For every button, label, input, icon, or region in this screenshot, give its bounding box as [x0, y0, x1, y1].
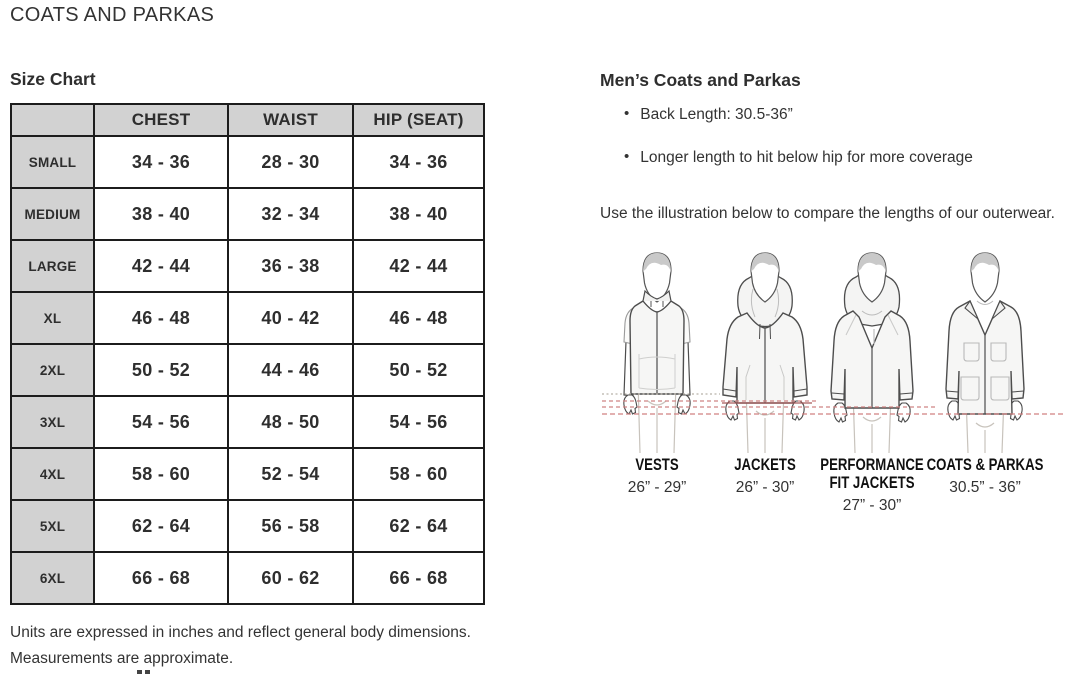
- garment-length-range: 27” - 30”: [842, 497, 902, 514]
- header-cell-hip: HIP (SEAT): [352, 103, 485, 137]
- table-row: 2XL 50 - 52 44 - 46 50 - 52: [10, 343, 485, 397]
- size-cell: 2XL: [10, 343, 95, 397]
- garment-coats-parkas: COATS & PARKAS 30.5” - 36”: [905, 456, 1065, 497]
- size-cell: LARGE: [10, 239, 95, 293]
- chest-cell: 58 - 60: [93, 447, 229, 501]
- garment-label: PERFORMANCE FIT JACKETS: [820, 456, 924, 492]
- waist-cell: 56 - 58: [227, 499, 354, 553]
- table-row: 4XL 58 - 60 52 - 54 58 - 60: [10, 447, 485, 501]
- chest-cell: 62 - 64: [93, 499, 229, 553]
- illustration-caption: Use the illustration below to compare th…: [600, 205, 1055, 222]
- size-cell: 4XL: [10, 447, 95, 501]
- chest-cell: 54 - 56: [93, 395, 229, 449]
- garment-jackets: JACKETS 26” - 30”: [705, 456, 825, 497]
- vest-figure: [623, 252, 691, 454]
- page-title: COATS AND PARKAS: [10, 4, 215, 26]
- table-notes: Units are expressed in inches and reflec…: [10, 620, 471, 672]
- size-chart-heading: Size Chart: [10, 69, 96, 89]
- waist-cell: 40 - 42: [227, 291, 354, 345]
- hip-cell: 50 - 52: [352, 343, 485, 397]
- chest-cell: 42 - 44: [93, 239, 229, 293]
- hip-cell: 66 - 68: [352, 551, 485, 605]
- approximate-note: Measurements are approximate.: [10, 650, 234, 667]
- coat-parka-figure: [945, 252, 1025, 454]
- performance-fit-jacket-figure: [830, 252, 914, 454]
- header-cell-empty: [10, 103, 95, 137]
- chest-cell: 50 - 52: [93, 343, 229, 397]
- hip-cell: 58 - 60: [352, 447, 485, 501]
- hip-cell: 54 - 56: [352, 395, 485, 449]
- garment-vests: VESTS 26” - 29”: [597, 456, 717, 497]
- outerwear-length-illustration: [602, 252, 1066, 454]
- size-cell: XL: [10, 291, 95, 345]
- hip-cell: 46 - 48: [352, 291, 485, 345]
- chest-cell: 46 - 48: [93, 291, 229, 345]
- table-row: XL 46 - 48 40 - 42 46 - 48: [10, 291, 485, 345]
- table-row: SMALL 34 - 36 28 - 30 34 - 36: [10, 135, 485, 189]
- details-heading: Men’s Coats and Parkas: [600, 70, 801, 90]
- units-note: Units are expressed in inches and reflec…: [10, 624, 471, 641]
- waist-cell: 52 - 54: [227, 447, 354, 501]
- hip-cell: 62 - 64: [352, 499, 485, 553]
- chest-cell: 34 - 36: [93, 135, 229, 189]
- garment-label: JACKETS: [734, 456, 796, 474]
- chest-cell: 38 - 40: [93, 187, 229, 241]
- waist-cell: 44 - 46: [227, 343, 354, 397]
- waist-cell: 60 - 62: [227, 551, 354, 605]
- size-cell: 6XL: [10, 551, 95, 605]
- hip-cell: 38 - 40: [352, 187, 485, 241]
- header-cell-chest: CHEST: [93, 103, 229, 137]
- coverage-bullet: Longer length to hit below hip for more …: [624, 149, 973, 167]
- cutoff-content-artifact: [145, 670, 150, 674]
- hip-cell: 42 - 44: [352, 239, 485, 293]
- size-cell: SMALL: [10, 135, 95, 189]
- garment-label: COATS & PARKAS: [926, 456, 1044, 474]
- length-guide-lines: [602, 393, 1066, 415]
- table-row: 5XL 62 - 64 56 - 58 62 - 64: [10, 499, 485, 553]
- waist-cell: 32 - 34: [227, 187, 354, 241]
- garment-length-range: 26” - 30”: [735, 479, 795, 496]
- size-cell: 5XL: [10, 499, 95, 553]
- garment-length-range: 26” - 29”: [627, 479, 687, 496]
- back-length-bullet: Back Length: 30.5-36”: [624, 106, 793, 124]
- size-cell: MEDIUM: [10, 187, 95, 241]
- garment-label: VESTS: [635, 456, 679, 474]
- table-row: MEDIUM 38 - 40 32 - 34 38 - 40: [10, 187, 485, 241]
- table-row: 3XL 54 - 56 48 - 50 54 - 56: [10, 395, 485, 449]
- table-row: LARGE 42 - 44 36 - 38 42 - 44: [10, 239, 485, 293]
- size-chart-table: CHEST WAIST HIP (SEAT) SMALL 34 - 36 28 …: [10, 103, 485, 605]
- header-cell-waist: WAIST: [227, 103, 354, 137]
- garment-length-range: 30.5” - 36”: [949, 479, 1021, 496]
- hip-cell: 34 - 36: [352, 135, 485, 189]
- waist-cell: 28 - 30: [227, 135, 354, 189]
- table-header-row: CHEST WAIST HIP (SEAT): [10, 103, 485, 137]
- waist-cell: 48 - 50: [227, 395, 354, 449]
- waist-cell: 36 - 38: [227, 239, 354, 293]
- jacket-figure: [722, 252, 808, 454]
- size-cell: 3XL: [10, 395, 95, 449]
- chest-cell: 66 - 68: [93, 551, 229, 605]
- cutoff-content-artifact: [137, 670, 142, 674]
- garment-performance-fit-jackets: PERFORMANCE FIT JACKETS 27” - 30”: [801, 456, 943, 515]
- table-row: 6XL 66 - 68 60 - 62 66 - 68: [10, 551, 485, 605]
